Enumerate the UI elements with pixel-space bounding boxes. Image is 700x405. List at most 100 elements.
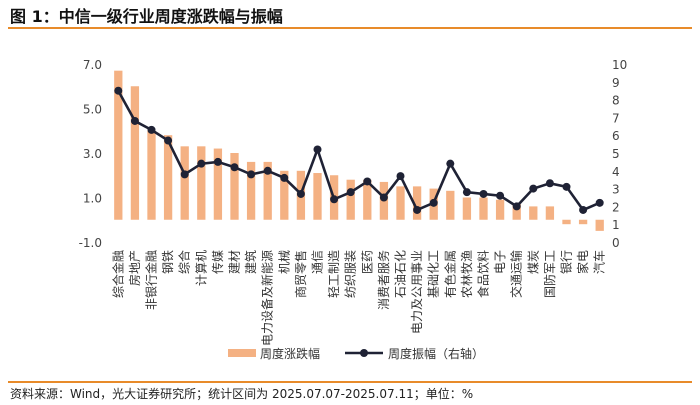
bar-计算机 <box>197 146 206 220</box>
amplitude-point-家电 <box>579 205 588 214</box>
amplitude-point-消费者服务 <box>379 193 388 202</box>
amplitude-point-国防军工 <box>545 179 554 188</box>
category-label: 建材 <box>228 250 242 274</box>
category-label: 综合 <box>177 250 192 274</box>
amplitude-point-综合 <box>180 170 189 179</box>
amplitude-point-农林牧渔 <box>462 188 471 197</box>
right-axis-tick-label: 2 <box>612 200 620 214</box>
amplitude-point-电力及公用事业 <box>413 205 422 214</box>
amplitude-point-计算机 <box>197 159 206 168</box>
amplitude-point-纺织服装 <box>346 188 355 197</box>
category-label: 交通运输 <box>509 250 524 298</box>
bar-钢铁 <box>163 135 173 220</box>
category-label: 电力及公用事业 <box>410 250 424 334</box>
right-axis-tick-label: 3 <box>612 183 620 197</box>
category-label: 石油石化 <box>394 250 408 298</box>
amplitude-point-建材 <box>230 163 239 172</box>
bar-机械 <box>280 170 289 220</box>
source-rule <box>8 381 692 383</box>
category-label: 综合金融 <box>110 250 125 298</box>
category-label: 家电 <box>575 250 590 274</box>
bar-非银行金融 <box>147 130 156 220</box>
category-label: 银行 <box>560 250 574 274</box>
bar-电力设备及新能源 <box>263 161 272 220</box>
amplitude-point-传媒 <box>213 157 222 166</box>
bar-家电 <box>578 219 588 225</box>
category-label: 通信 <box>311 250 325 274</box>
category-label: 汽车 <box>592 250 607 274</box>
legend-line-label: 周度振幅（右轴） <box>388 346 484 361</box>
right-axis-tick-label: 0 <box>612 236 620 250</box>
category-label: 商贸零售 <box>293 250 308 298</box>
amplitude-point-非银行金融 <box>147 125 156 134</box>
bar-电子 <box>495 199 505 220</box>
bar-银行 <box>562 219 571 225</box>
amplitude-point-商贸零售 <box>296 189 305 198</box>
category-label: 电力设备及新能源 <box>260 250 275 346</box>
left-axis-tick-label: 5.0 <box>83 103 102 117</box>
category-label: 钢铁 <box>161 250 175 274</box>
amplitude-point-银行 <box>562 182 571 191</box>
bar-国防军工 <box>545 206 555 220</box>
bar-综合 <box>180 146 189 220</box>
category-label: 纺织服装 <box>344 250 358 298</box>
right-axis-tick-label: 5 <box>612 147 620 161</box>
bar-有色金属 <box>446 190 455 220</box>
figure-title: 图 1：中信一级行业周度涨跌幅与振幅 <box>10 7 283 26</box>
amplitude-point-综合金融 <box>114 86 123 95</box>
category-label: 电子 <box>493 250 507 274</box>
category-label: 计算机 <box>193 250 208 286</box>
amplitude-point-机械 <box>280 173 289 182</box>
amplitude-point-建筑 <box>247 170 256 179</box>
amplitude-point-电子 <box>496 191 505 200</box>
bar-汽车 <box>595 219 604 231</box>
bar-煤炭 <box>529 206 538 220</box>
bar-房地产 <box>130 86 140 220</box>
category-label: 农林牧渔 <box>460 250 474 298</box>
legend-line-marker <box>360 349 368 357</box>
amplitude-point-医药 <box>363 177 372 186</box>
right-axis-tick-label: 1 <box>612 218 620 232</box>
bar-传媒 <box>213 148 223 220</box>
amplitude-point-食品饮料 <box>479 189 488 198</box>
amplitude-point-钢铁 <box>164 136 173 145</box>
legend-bar-label: 周度涨跌幅 <box>260 346 320 361</box>
bar-农林牧渔 <box>462 197 472 220</box>
amplitude-point-有色金属 <box>446 159 455 168</box>
right-axis-tick-label: 7 <box>612 111 620 125</box>
bar-纺织服装 <box>346 179 355 220</box>
right-axis-tick-label: 9 <box>612 76 620 90</box>
amplitude-point-基础化工 <box>429 198 438 207</box>
category-label: 有色金属 <box>442 250 457 298</box>
amplitude-point-交通运输 <box>512 202 521 211</box>
right-axis-tick-label: 8 <box>612 94 620 108</box>
left-axis-tick-label: 3.0 <box>83 147 102 161</box>
title-rule <box>8 27 692 29</box>
left-axis-tick-label: 1.0 <box>83 192 102 206</box>
category-label: 医药 <box>360 250 374 274</box>
bar-通信 <box>313 173 322 220</box>
left-axis-tick-label: -1.0 <box>79 236 102 250</box>
category-label: 国防军工 <box>542 250 557 298</box>
amplitude-point-通信 <box>313 145 322 154</box>
right-axis-tick-label: 10 <box>612 58 627 72</box>
category-label: 房地产 <box>127 250 142 286</box>
category-label: 机械 <box>276 250 291 274</box>
category-label: 建筑 <box>243 250 258 274</box>
bar-建筑 <box>246 161 256 220</box>
category-label: 传媒 <box>210 250 225 274</box>
right-axis-tick-label: 6 <box>612 129 620 143</box>
category-label: 消费者服务 <box>376 250 391 310</box>
category-label: 基础化工 <box>427 250 441 298</box>
category-label: 煤炭 <box>526 250 540 274</box>
amplitude-line <box>117 90 601 212</box>
category-label: 食品饮料 <box>476 250 491 298</box>
amplitude-point-房地产 <box>130 116 139 125</box>
bar-石油石化 <box>396 186 405 220</box>
legend-bar-swatch <box>228 349 256 357</box>
amplitude-point-煤炭 <box>529 184 538 193</box>
amplitude-point-电力设备及新能源 <box>263 166 272 175</box>
amplitude-point-石油石化 <box>396 172 405 181</box>
